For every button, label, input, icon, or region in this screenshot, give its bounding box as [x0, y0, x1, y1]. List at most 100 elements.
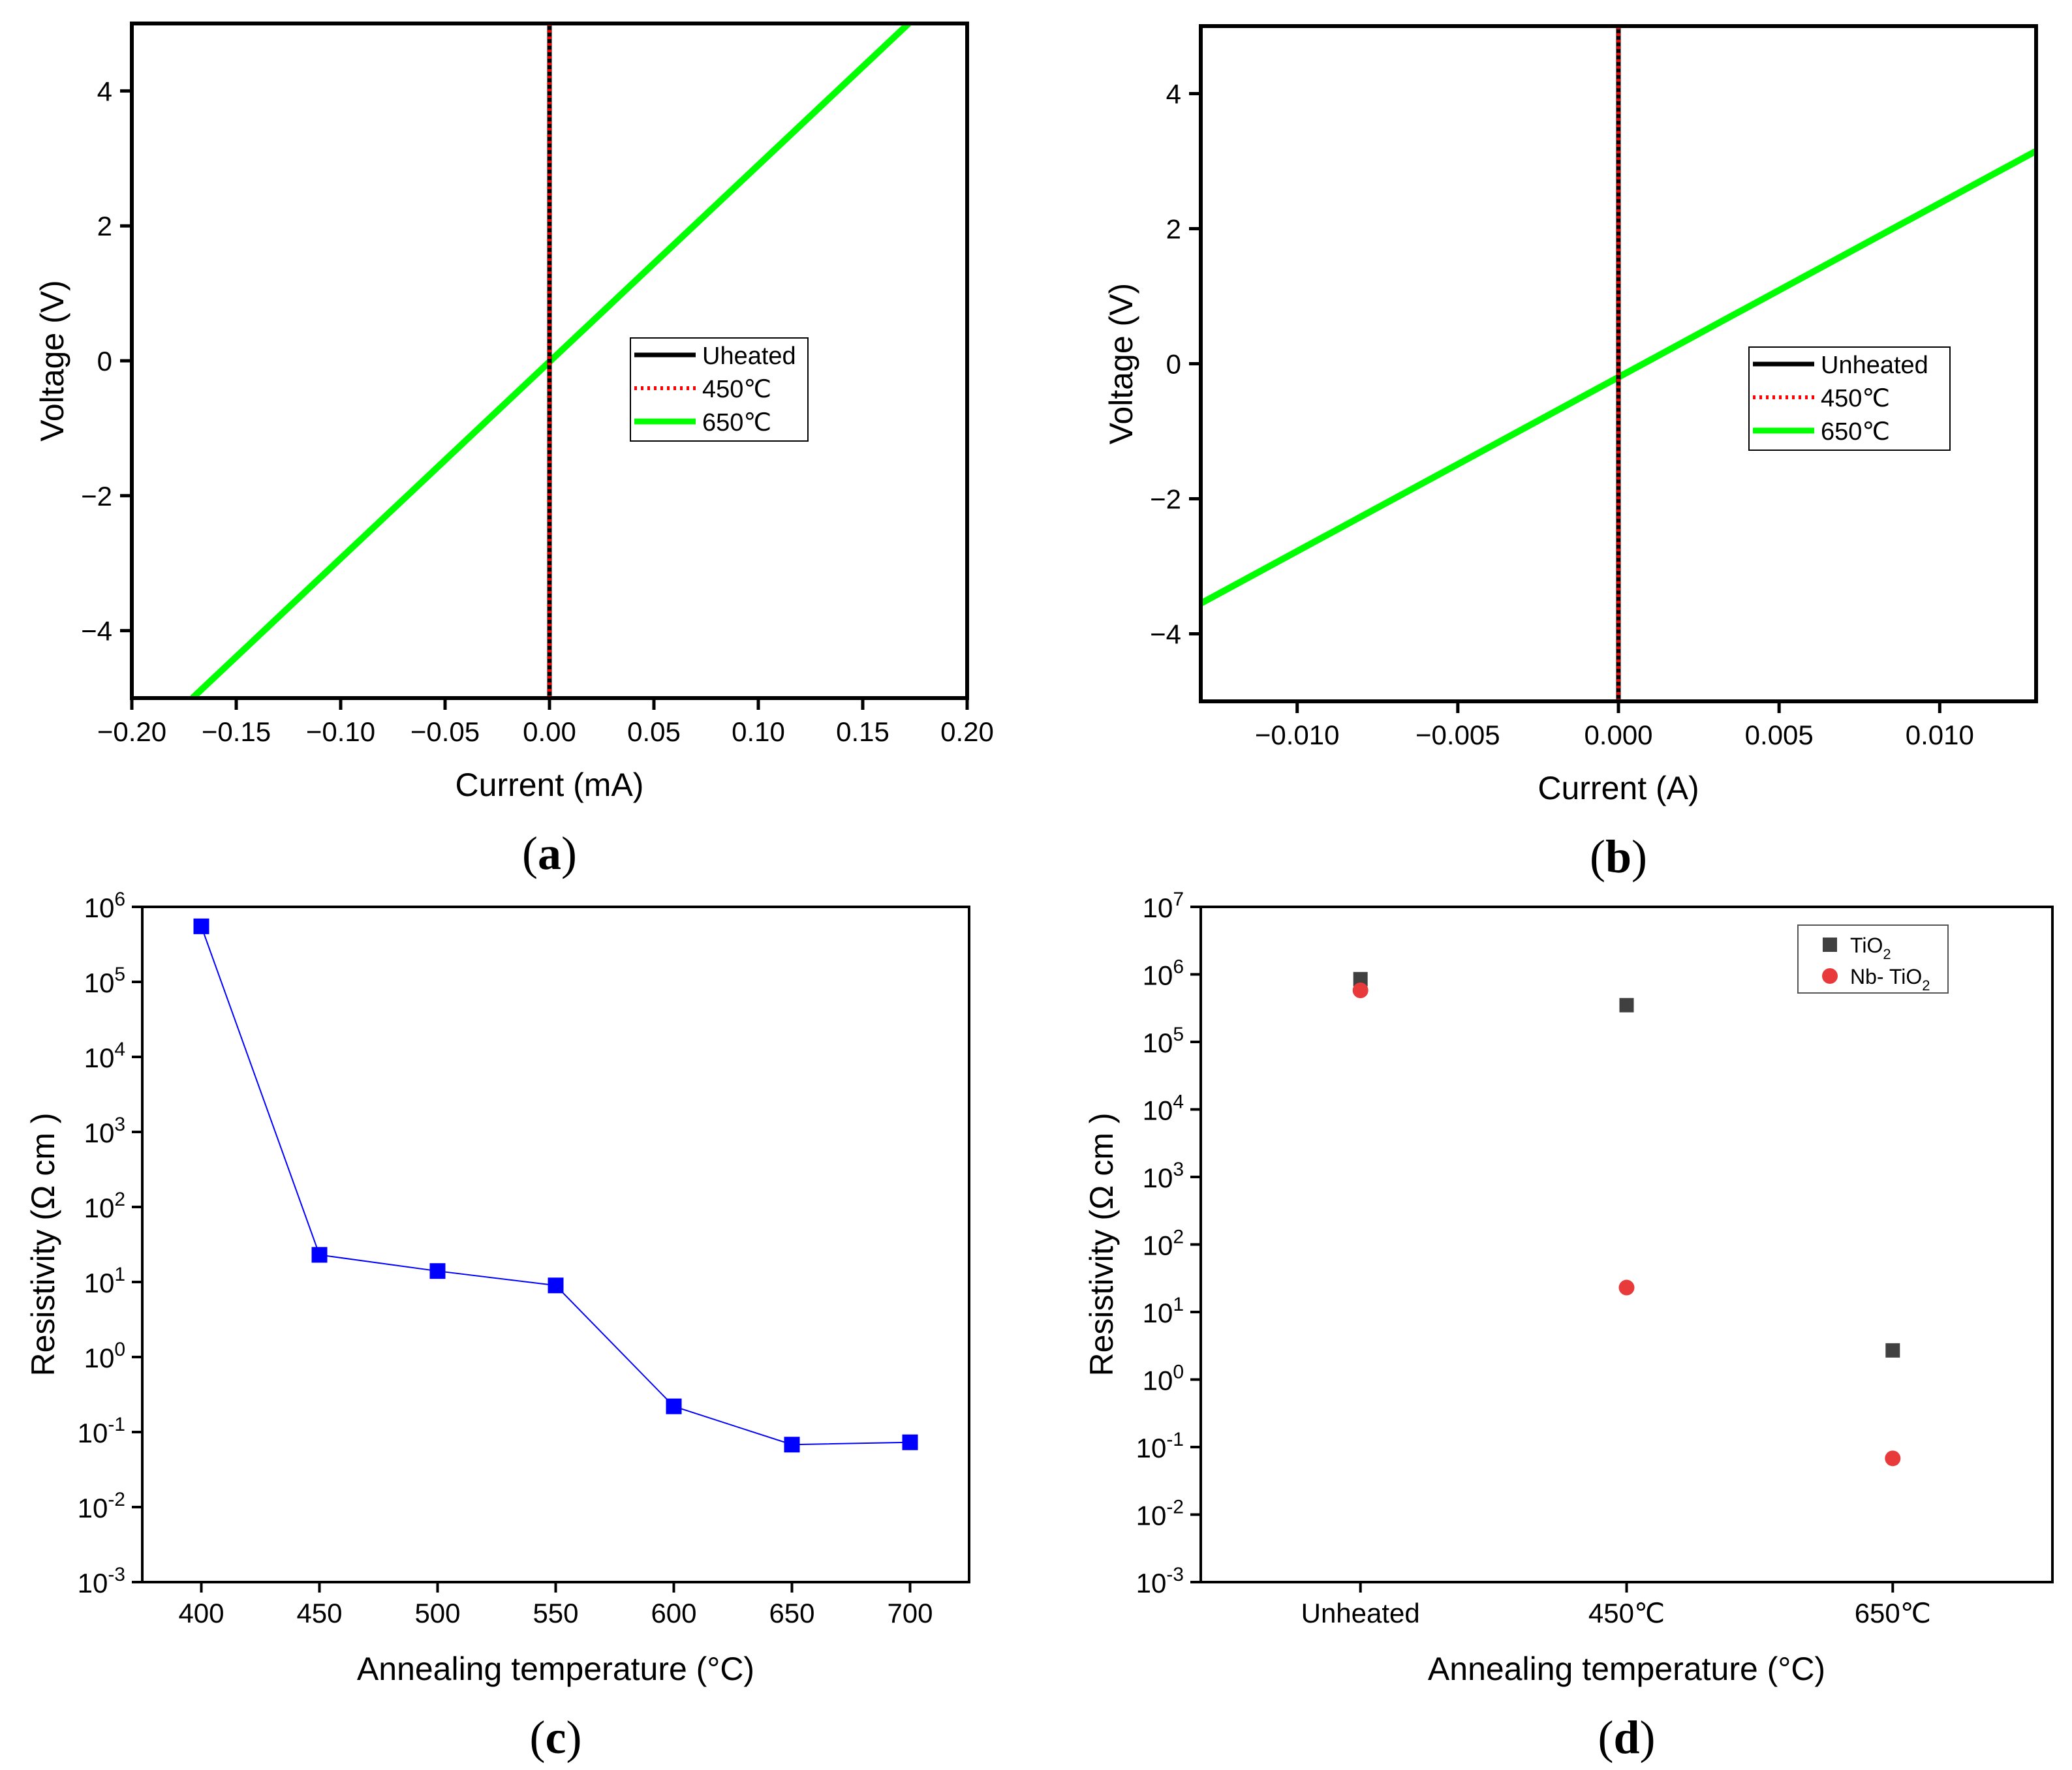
x-tick-label: −0.20 — [97, 716, 166, 747]
chart-panel-b: −0.010 −0.005 0.000 0.005 0.010 −4 −2 0 2 4 Curren… — [1103, 24, 2038, 883]
x-tick-label: 650℃ — [1855, 1598, 1931, 1628]
y-tick-label: 2 — [97, 211, 112, 241]
y-axis-title: Voltage (V) — [1103, 283, 1139, 444]
x-tick-label: −0.10 — [306, 716, 375, 747]
y-tick-label: 100 — [1143, 1362, 1184, 1396]
legend-box — [1797, 924, 1949, 994]
plot-area — [1201, 26, 2036, 701]
data-point-tio2 — [1353, 971, 1368, 986]
y-axis-title: Resistivity (Ω cm ) — [1083, 1112, 1120, 1376]
panel-label: (d) — [1598, 1711, 1655, 1763]
y-axis-title: Voltage (V) — [34, 280, 70, 441]
series-line — [200, 926, 910, 1446]
data-point — [902, 1434, 918, 1450]
legend-label: 650℃ — [702, 409, 771, 436]
legend-label: TiO2 — [1850, 934, 1891, 962]
x-tick-label: 0.000 — [1584, 720, 1652, 750]
legend-label: 650℃ — [1821, 418, 1890, 446]
y-tick-label: 107 — [1143, 889, 1184, 923]
x-tick-label: −0.005 — [1415, 720, 1500, 750]
x-tick-label: 500 — [414, 1598, 460, 1628]
y-tick-label: 10-1 — [1136, 1429, 1184, 1463]
y-tick-label: 10-2 — [1136, 1497, 1184, 1531]
x-tick-label: 0.20 — [940, 716, 994, 747]
data-point — [784, 1437, 800, 1453]
y-tick-label: 106 — [84, 889, 125, 923]
y-tick-label: 0 — [1166, 349, 1181, 380]
y-tick-label: −2 — [1150, 484, 1181, 515]
x-tick-label: −0.15 — [202, 716, 271, 747]
data-point-nb-tio2 — [1352, 982, 1368, 998]
x-tick-label: 0.010 — [1906, 720, 1974, 750]
x-tick-label: 650 — [769, 1598, 814, 1628]
y-tick-label: −2 — [81, 481, 112, 511]
data-point-nb-tio2 — [1885, 1450, 1901, 1467]
data-point — [548, 1277, 564, 1294]
legend-label: 450℃ — [1821, 385, 1890, 412]
data-point-nb-tio2 — [1618, 1279, 1635, 1296]
y-tick-label: 10-2 — [78, 1489, 125, 1523]
y-tick-label: 0 — [97, 346, 112, 376]
x-tick-label: −0.05 — [410, 716, 480, 747]
x-tick-label: 450℃ — [1588, 1598, 1665, 1628]
x-axis-title: Annealing temperature (°C) — [357, 1651, 754, 1687]
legend-label: 450℃ — [702, 376, 771, 403]
data-point — [429, 1263, 446, 1279]
panel-label: (c) — [530, 1711, 582, 1763]
legend-label: Unheated — [1821, 352, 1928, 379]
y-tick-label: 105 — [1143, 1024, 1184, 1058]
x-tick-label: 450 — [296, 1598, 342, 1628]
y-tick-label: 4 — [1166, 79, 1181, 110]
y-tick-label: 2 — [1166, 214, 1181, 245]
x-tick-label: 600 — [651, 1598, 696, 1628]
x-tick-label: 0.15 — [836, 716, 889, 747]
x-tick-label: 0.10 — [732, 716, 785, 747]
x-axis-title: Annealing temperature (°C) — [1428, 1651, 1825, 1687]
x-tick-label: 0.005 — [1745, 720, 1814, 750]
y-tick-label: 104 — [1143, 1091, 1184, 1126]
y-tick-label: 10-1 — [78, 1414, 125, 1448]
legend-marker — [1822, 968, 1838, 984]
chart-panel-a: −0.20 −0.15 −0.10 −0.05 0.00 0.05 0.10 0.15 0.20… — [34, 22, 994, 879]
y-tick-label: 10-3 — [78, 1564, 125, 1598]
panel-label: (b) — [1590, 831, 1647, 883]
plot-area — [190, 23, 911, 698]
y-tick-label: 10-3 — [1136, 1564, 1184, 1598]
y-tick-label: 103 — [84, 1114, 125, 1148]
y-tick-label: 101 — [84, 1264, 125, 1298]
x-tick-label: 700 — [887, 1598, 933, 1628]
y-tick-label: −4 — [81, 616, 112, 647]
data-point — [666, 1398, 682, 1414]
y-axis-title: Resistivity (Ω cm ) — [25, 1112, 61, 1376]
y-tick-label: 102 — [84, 1189, 125, 1223]
panel-label: (a) — [522, 827, 577, 879]
data-point-tio2 — [1885, 1343, 1900, 1358]
x-axis-title: Current (mA) — [456, 767, 644, 803]
plot-frame — [141, 906, 970, 1583]
data-point-tio2 — [1619, 998, 1634, 1013]
x-tick-label: 400 — [178, 1598, 224, 1628]
legend-marker — [1823, 938, 1837, 952]
x-tick-label: 550 — [533, 1598, 578, 1628]
x-tick-label: Unheated — [1301, 1598, 1420, 1628]
legend-label: Uheated — [702, 343, 796, 370]
y-tick-label: 103 — [1143, 1159, 1184, 1193]
y-tick-label: 4 — [97, 76, 112, 106]
legend-label: Nb- TiO2 — [1850, 965, 1930, 994]
y-tick-label: 105 — [84, 964, 125, 998]
data-point — [311, 1247, 328, 1263]
data-point — [193, 918, 209, 934]
y-tick-label: 101 — [1143, 1294, 1184, 1328]
y-tick-label: 104 — [84, 1039, 125, 1073]
y-tick-label: 106 — [1143, 956, 1184, 991]
y-tick-label: 100 — [84, 1339, 125, 1373]
x-tick-label: −0.010 — [1255, 720, 1340, 750]
chart-panel-d: Unheated 450℃ 650℃ 10-3 10-2 10-1 100 101 102 103… — [1083, 889, 2054, 1763]
x-tick-label: 0.05 — [627, 716, 681, 747]
chart-panel-c: 400 450 500 550 600 650 700 10-3 10-2 10-1 100 101 1… — [25, 889, 970, 1763]
y-tick-label: 102 — [1143, 1227, 1184, 1261]
y-tick-label: −4 — [1150, 619, 1181, 650]
x-axis-title: Current (A) — [1538, 770, 1699, 806]
x-tick-label: 0.00 — [523, 716, 576, 747]
